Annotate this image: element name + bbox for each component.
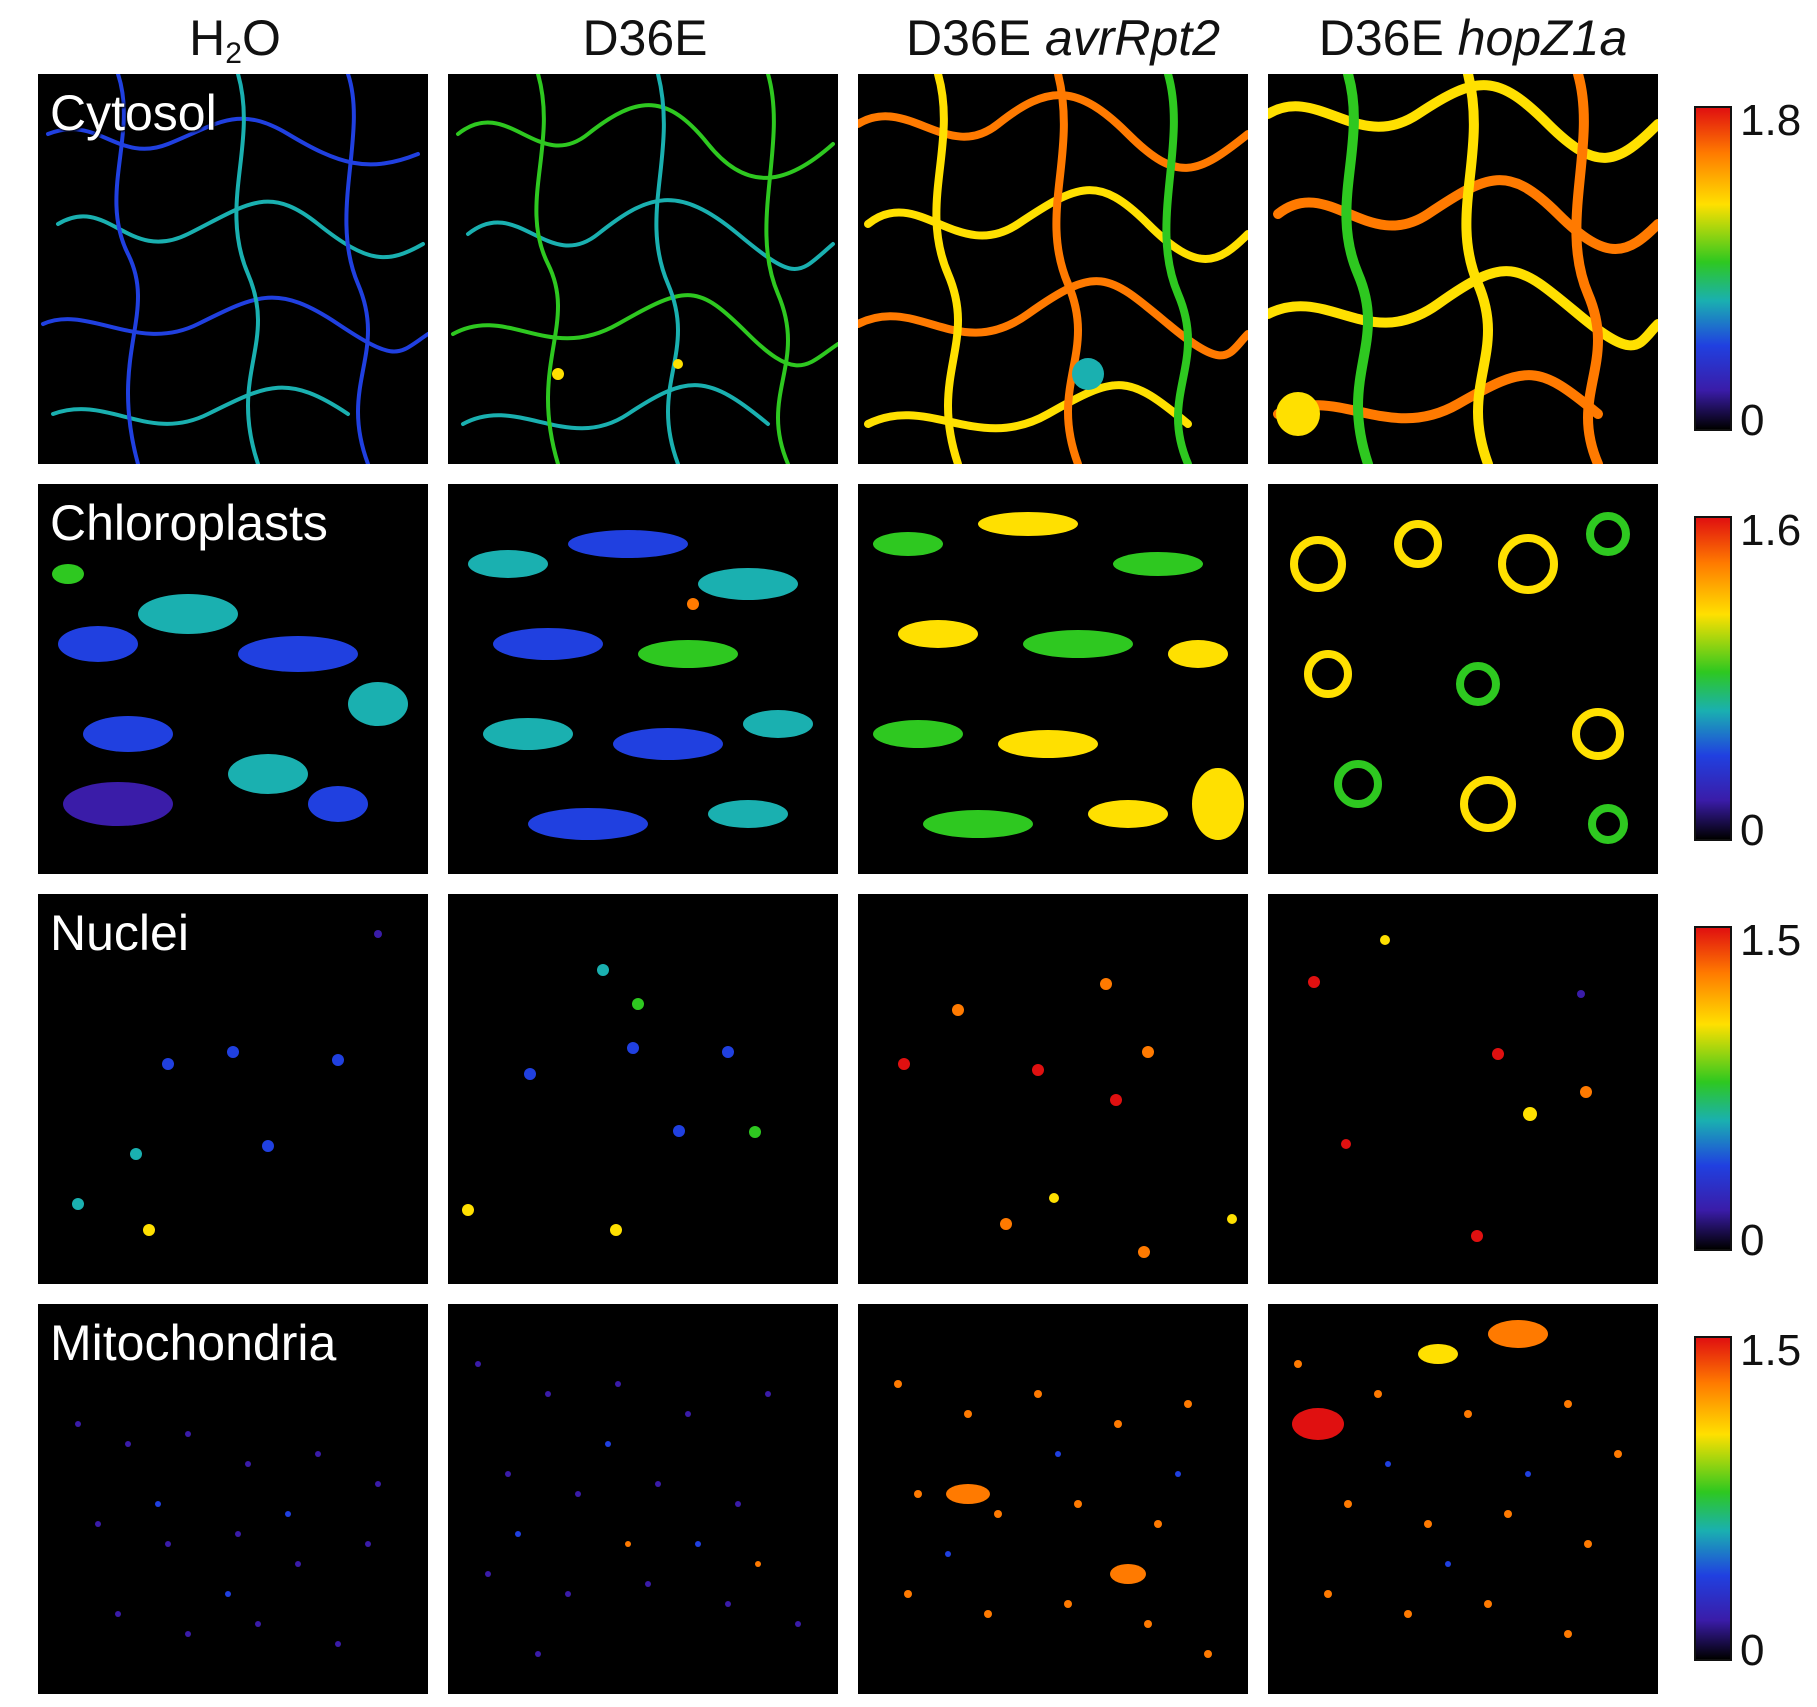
row-label-mitochondria: Mitochondria xyxy=(50,1315,337,1371)
cytosol-d36e-hopz1a-image xyxy=(1268,74,1658,464)
nuclei-d36e-avrrpt2-image xyxy=(898,978,1237,1258)
chloroplasts-d36e-image xyxy=(468,530,813,840)
column-header-d36e-hopz1a: D36E hopZ1a xyxy=(1318,10,1628,66)
colorbar-min-label: 0 xyxy=(1740,1216,1765,1265)
row-label-cytosol: Cytosol xyxy=(50,85,217,141)
colorbar-gradient xyxy=(1694,516,1732,841)
colorbar-nuclei: 1.5 0 xyxy=(1694,916,1804,1266)
colorbar-min-label: 0 xyxy=(1740,396,1765,445)
column-header-h2o: H2O xyxy=(189,10,281,70)
chloroplasts-h2o-image xyxy=(52,564,408,826)
mitochondria-d36e-image xyxy=(475,1361,801,1657)
nuclei-d36e-image xyxy=(462,964,761,1236)
colorbar-max-label: 1.6 xyxy=(1740,506,1802,555)
row-label-nuclei: Nuclei xyxy=(50,905,189,961)
panel-mitochondria-d36e xyxy=(448,1304,838,1694)
panel-mitochondria-d36e-hopz1a xyxy=(1268,1304,1658,1694)
mitochondria-d36e-hopz1a-image xyxy=(1292,1320,1622,1638)
colorbar-gradient xyxy=(1694,106,1732,431)
panel-nuclei-h2o: Nuclei xyxy=(38,894,428,1284)
colorbar-chloroplasts: 1.6 0 xyxy=(1694,506,1804,856)
panel-chloroplasts-h2o: Chloroplasts xyxy=(38,484,428,874)
column-header-d36e: D36E xyxy=(582,10,708,66)
nuclei-h2o-image xyxy=(72,930,382,1236)
nuclei-d36e-hopz1a-image xyxy=(1308,935,1592,1242)
cytosol-d36e-image xyxy=(451,74,838,464)
chloroplasts-d36e-avrrpt2-image xyxy=(873,512,1244,840)
panel-cytosol-h2o: Cytosol xyxy=(38,74,428,464)
panel-cytosol-d36e xyxy=(448,74,838,464)
chloroplasts-d36e-hopz1a-image xyxy=(1290,512,1630,844)
colorbar-mitochondria: 1.5 0 xyxy=(1694,1326,1804,1676)
colorbar-min-label: 0 xyxy=(1740,806,1765,855)
column-header-d36e-avrrpt2: D36E avrRpt2 xyxy=(905,10,1221,66)
mitochondria-h2o-image xyxy=(75,1421,381,1647)
cytosol-d36e-avrrpt2-image xyxy=(858,74,1248,464)
colorbar-max-label: 1.8 xyxy=(1740,96,1802,145)
colorbar-max-label: 1.5 xyxy=(1740,1326,1802,1375)
mitochondria-d36e-avrrpt2-image xyxy=(894,1380,1212,1658)
colorbar-gradient xyxy=(1694,1336,1732,1661)
panel-nuclei-d36e xyxy=(448,894,838,1284)
panel-nuclei-d36e-avrrpt2 xyxy=(858,894,1248,1284)
panel-cytosol-d36e-hopz1a xyxy=(1268,74,1658,464)
panel-nuclei-d36e-hopz1a xyxy=(1268,894,1658,1284)
colorbar-max-label: 1.5 xyxy=(1740,916,1802,965)
panel-chloroplasts-d36e-hopz1a xyxy=(1268,484,1658,874)
row-label-chloroplasts: Chloroplasts xyxy=(50,495,328,551)
colorbar-min-label: 0 xyxy=(1740,1626,1765,1675)
panel-chloroplasts-d36e xyxy=(448,484,838,874)
colorbar-gradient xyxy=(1694,926,1732,1251)
panel-cytosol-d36e-avrrpt2 xyxy=(858,74,1248,464)
colorbar-cytosol: 1.8 0 xyxy=(1694,96,1804,446)
panel-mitochondria-h2o: Mitochondria xyxy=(38,1304,428,1694)
panel-mitochondria-d36e-avrrpt2 xyxy=(858,1304,1248,1694)
cytosol-h2o-image xyxy=(41,74,428,464)
panel-chloroplasts-d36e-avrrpt2 xyxy=(858,484,1248,874)
